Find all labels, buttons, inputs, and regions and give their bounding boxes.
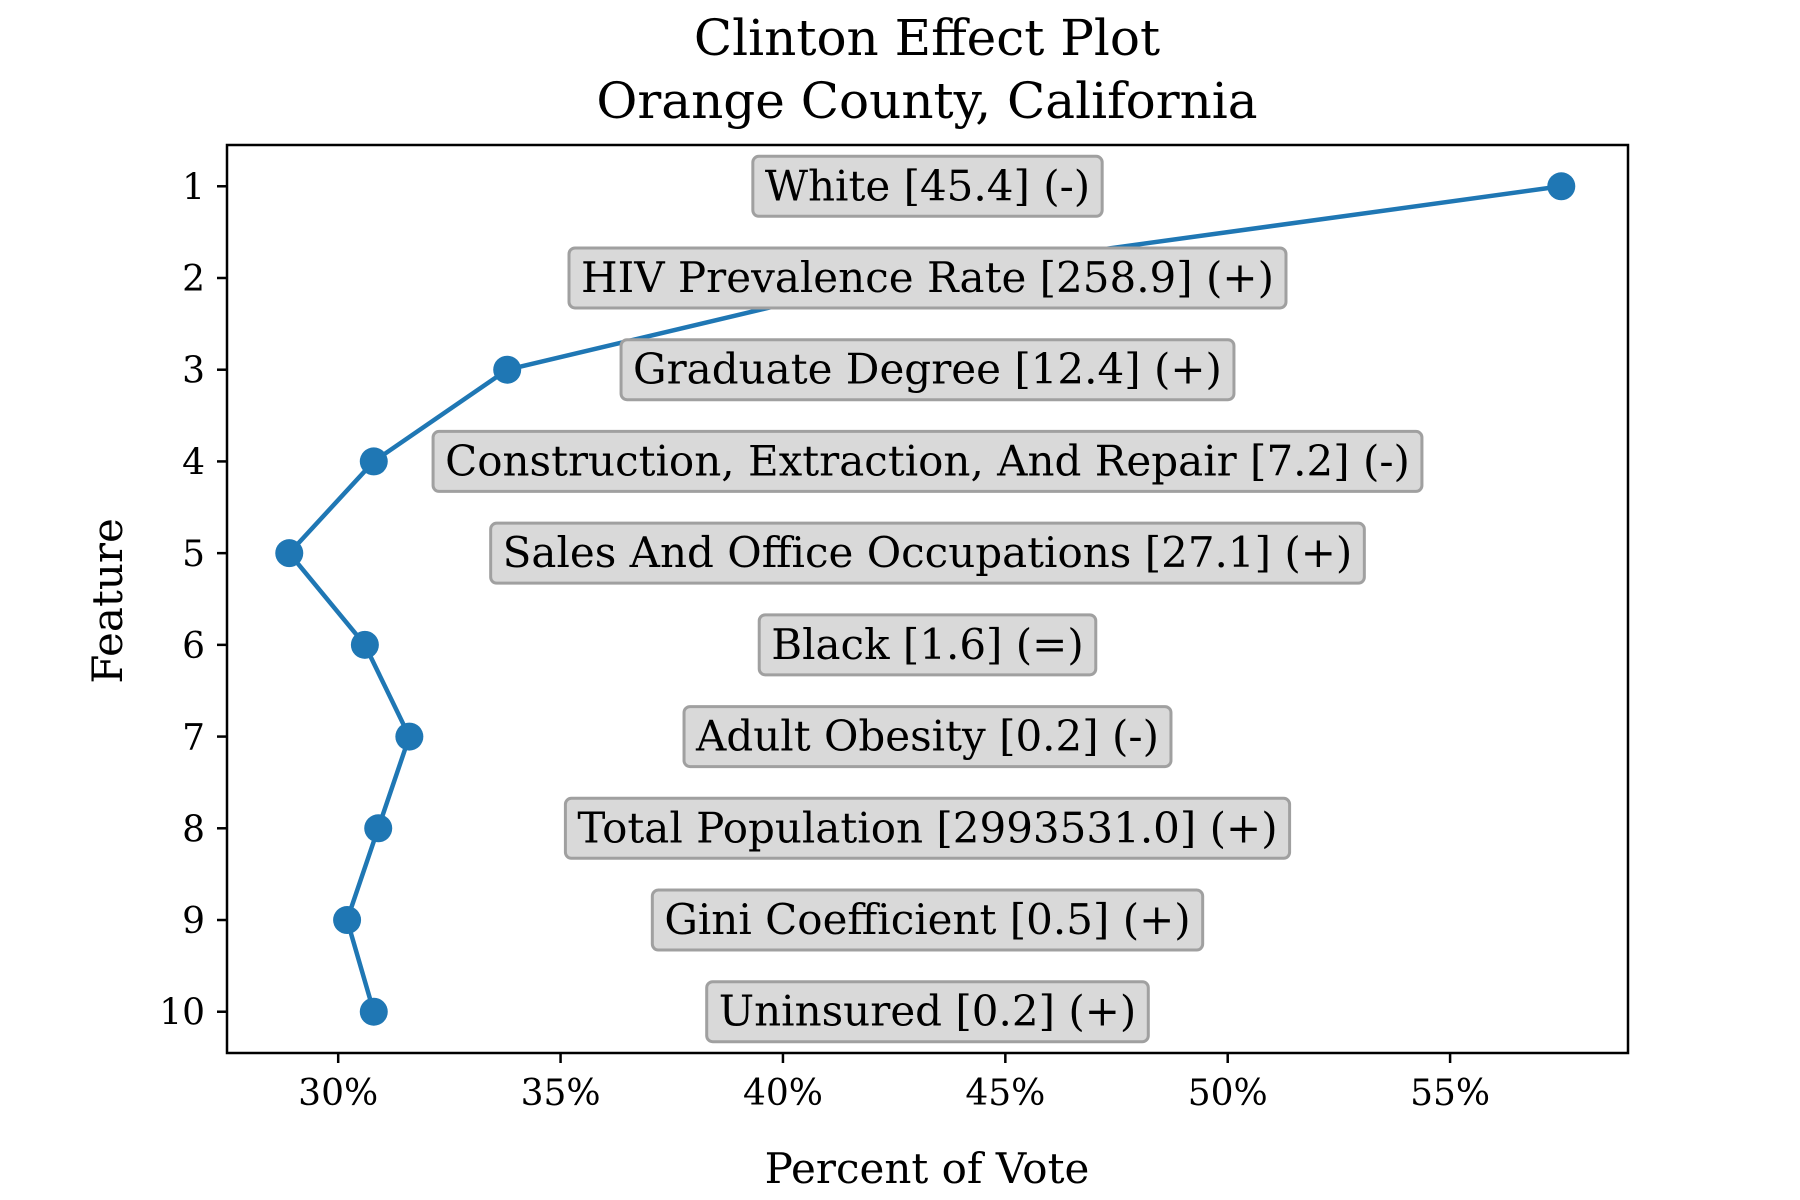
y-tick-label: 9 xyxy=(182,901,205,942)
y-tick-label: 6 xyxy=(182,626,205,667)
y-tick-label: 3 xyxy=(182,351,205,392)
annotation-label: Construction, Extraction, And Repair [7.… xyxy=(445,436,1410,485)
series-line xyxy=(287,184,1562,1013)
y-tick-label: 8 xyxy=(182,809,205,850)
plot-frame xyxy=(225,143,1630,1055)
annotation-label: Graduate Degree [12.4] (+) xyxy=(633,345,1222,394)
data-point xyxy=(350,630,379,659)
annotation-label: HIV Prevalence Rate [258.9] (+) xyxy=(581,253,1274,302)
annotation-label: Adult Obesity [0.2] (-) xyxy=(695,712,1159,761)
x-tick-label: 35% xyxy=(521,1073,601,1114)
annotation-box xyxy=(751,154,1104,218)
annotation-box xyxy=(431,429,1424,493)
feature-annotation: Black [1.6] (=) xyxy=(757,613,1098,677)
y-tick-label: 5 xyxy=(182,534,205,575)
annotation-label: Sales And Office Occupations [27.1] (+) xyxy=(503,528,1353,577)
y-tick-label: 2 xyxy=(182,259,205,300)
y-tick-label: 10 xyxy=(159,993,205,1034)
annotation-box xyxy=(619,338,1236,402)
data-point xyxy=(333,906,362,935)
annotation-label: Black [1.6] (=) xyxy=(771,620,1084,669)
annotation-box xyxy=(489,521,1366,585)
annotation-label: Uninsured [0.2] (+) xyxy=(719,987,1137,1036)
annotation-label: Total Population [2993531.0] (+) xyxy=(577,803,1277,852)
data-point xyxy=(364,814,393,843)
x-tick-label: 55% xyxy=(1410,1073,1490,1114)
feature-annotation: Sales And Office Occupations [27.1] (+) xyxy=(489,521,1366,585)
x-tick-label: 30% xyxy=(298,1073,378,1114)
chart-title-line-1: Clinton Effect Plot xyxy=(694,9,1160,67)
data-point xyxy=(359,997,388,1026)
feature-annotation: Uninsured [0.2] (+) xyxy=(705,980,1150,1044)
data-point xyxy=(493,355,522,384)
feature-annotation: Graduate Degree [12.4] (+) xyxy=(619,338,1236,402)
data-point xyxy=(1547,172,1576,201)
y-axis-label: Feature xyxy=(83,518,132,684)
annotation-box xyxy=(650,888,1205,952)
feature-annotation: Total Population [2993531.0] (+) xyxy=(563,796,1292,860)
x-axis-label: Percent of Vote xyxy=(765,1144,1090,1193)
x-tick-label: 45% xyxy=(965,1073,1045,1114)
data-point xyxy=(275,539,304,568)
x-tick-label: 50% xyxy=(1188,1073,1268,1114)
feature-annotation: White [45.4] (-) xyxy=(751,154,1104,218)
y-tick-label: 4 xyxy=(182,442,205,483)
feature-annotation: Construction, Extraction, And Repair [7.… xyxy=(431,429,1424,493)
chart-title: Clinton Effect Plot Orange County, Calif… xyxy=(596,9,1257,130)
annotation-label: White [45.4] (-) xyxy=(765,161,1090,210)
annotation-box xyxy=(682,705,1173,769)
y-tick-label: 1 xyxy=(182,167,205,208)
data-point xyxy=(359,447,388,476)
annotation-box xyxy=(567,246,1288,310)
annotation-box xyxy=(705,980,1150,1044)
feature-annotation: HIV Prevalence Rate [258.9] (+) xyxy=(567,246,1288,310)
feature-annotation: Adult Obesity [0.2] (-) xyxy=(682,705,1173,769)
y-tick-label: 7 xyxy=(182,718,205,759)
plot-area: 30% 35% 40% 45% 50% 55% 1 2 3 4 5 6 7 8 9 10 White [45.4… xyxy=(159,143,1630,1114)
data-point xyxy=(395,722,424,751)
x-tick-label: 40% xyxy=(743,1073,823,1114)
annotation-label: Gini Coefficient [0.5] (+) xyxy=(664,895,1190,944)
feature-annotation: Gini Coefficient [0.5] (+) xyxy=(650,888,1205,952)
annotation-box xyxy=(563,796,1292,860)
annotation-box xyxy=(757,613,1098,677)
chart-title-line-2: Orange County, California xyxy=(596,72,1257,130)
